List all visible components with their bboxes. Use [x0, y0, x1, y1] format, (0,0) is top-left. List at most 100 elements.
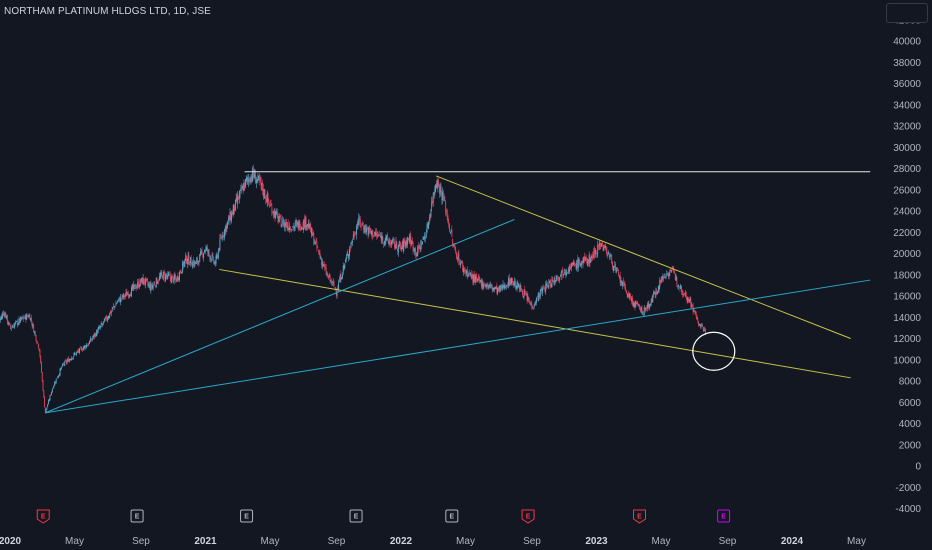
candle-body	[267, 193, 269, 202]
candle-body	[628, 293, 630, 298]
candle-body	[548, 281, 550, 288]
candle-body	[238, 194, 240, 200]
candle-body	[575, 264, 577, 269]
candle-body	[387, 240, 389, 243]
candle-body	[140, 281, 142, 283]
candle-body	[409, 235, 411, 242]
price-axis[interactable]: -4000 -2000 0 2000 4000 6000 8000 10000 12000 140…	[893, 15, 921, 515]
candle-body	[598, 243, 600, 246]
candle-body	[420, 241, 422, 251]
candle-body	[629, 293, 630, 298]
candle-body	[98, 327, 100, 329]
candle-body	[690, 298, 692, 306]
candle-body	[105, 316, 107, 318]
candle-body	[447, 215, 449, 224]
earnings-event-icon[interactable]: E	[130, 509, 144, 523]
candle-body	[306, 225, 308, 227]
scale-button[interactable]	[886, 3, 928, 23]
candle-body	[120, 298, 122, 300]
candle-body	[487, 283, 488, 287]
candle-body	[466, 269, 468, 277]
candle-body	[340, 273, 342, 281]
earnings-event-icon[interactable]: E	[521, 509, 535, 524]
candle-body	[221, 234, 223, 241]
earnings-event-icon[interactable]: E	[717, 509, 731, 523]
candle-body	[699, 324, 701, 326]
candle-body	[435, 184, 437, 193]
candle-body	[683, 294, 685, 296]
candle-body	[268, 199, 270, 203]
candle-body	[691, 305, 693, 307]
candle-body	[37, 341, 39, 343]
candle-body	[277, 213, 279, 223]
candle-body	[273, 210, 275, 217]
candle-body	[219, 238, 221, 251]
candle-body	[125, 292, 127, 295]
candle-body	[674, 273, 676, 281]
earnings-event-icon[interactable]: E	[36, 509, 50, 524]
candle-body	[211, 255, 213, 261]
candle-body	[81, 348, 83, 351]
candle-body	[393, 237, 395, 241]
candle-body	[511, 277, 513, 284]
candle-body	[653, 292, 655, 295]
candle-body	[18, 318, 20, 324]
candle-body	[479, 278, 481, 282]
candle-body	[1, 316, 3, 319]
candle-body	[443, 197, 445, 200]
candle-body	[480, 280, 482, 282]
candle-body	[354, 234, 356, 236]
candle-body	[412, 241, 414, 251]
candle-body	[703, 329, 705, 332]
candle-body	[518, 283, 520, 288]
candle-body	[609, 255, 611, 257]
candle-body	[23, 318, 25, 319]
candle-body	[539, 289, 541, 297]
candle-body	[349, 248, 350, 256]
candle-body	[448, 222, 450, 225]
earnings-event-icon[interactable]: E	[445, 509, 459, 523]
candle-body	[153, 283, 155, 285]
earnings-event-icon[interactable]: E	[240, 509, 254, 523]
candle-body	[330, 279, 332, 282]
candle-body	[199, 254, 201, 263]
candle-body	[414, 248, 416, 252]
candle-body	[350, 242, 352, 248]
candle-body	[274, 211, 276, 219]
candle-body	[167, 272, 169, 277]
candle-body	[272, 211, 274, 215]
candle-body	[589, 256, 591, 264]
time-axis[interactable]: 2020 May Sep 2021 May Sep 2022 May Sep 2023 May Sep…	[0, 536, 866, 547]
candle-body	[438, 181, 440, 186]
candle-body	[439, 187, 441, 192]
candle-body	[226, 223, 228, 230]
candle-body	[303, 220, 305, 230]
candle-body	[428, 216, 430, 221]
candle-body	[599, 242, 601, 247]
candle-body	[608, 254, 610, 258]
candle-body	[392, 239, 394, 241]
candle-body	[51, 389, 53, 393]
candle-body	[608, 252, 610, 255]
candle-body	[417, 246, 419, 256]
x-tick-label: May	[847, 536, 866, 547]
candle-body	[284, 223, 286, 225]
candle-body	[296, 222, 298, 224]
candle-body	[195, 261, 197, 265]
earnings-event-icon[interactable]: E	[633, 509, 647, 524]
candle-body	[473, 274, 475, 283]
candle-body	[40, 356, 42, 363]
candle-body	[473, 273, 475, 282]
candle-body	[528, 300, 530, 303]
candle-body	[295, 221, 297, 223]
candle-body	[433, 192, 435, 193]
candle-body	[333, 281, 335, 287]
candle-body	[617, 270, 619, 272]
candle-body	[259, 178, 261, 180]
candle-body	[701, 325, 703, 326]
candle-body	[201, 250, 203, 253]
candle-body	[4, 313, 6, 317]
earnings-event-icon[interactable]: E	[349, 509, 363, 523]
candle-body	[245, 178, 247, 180]
